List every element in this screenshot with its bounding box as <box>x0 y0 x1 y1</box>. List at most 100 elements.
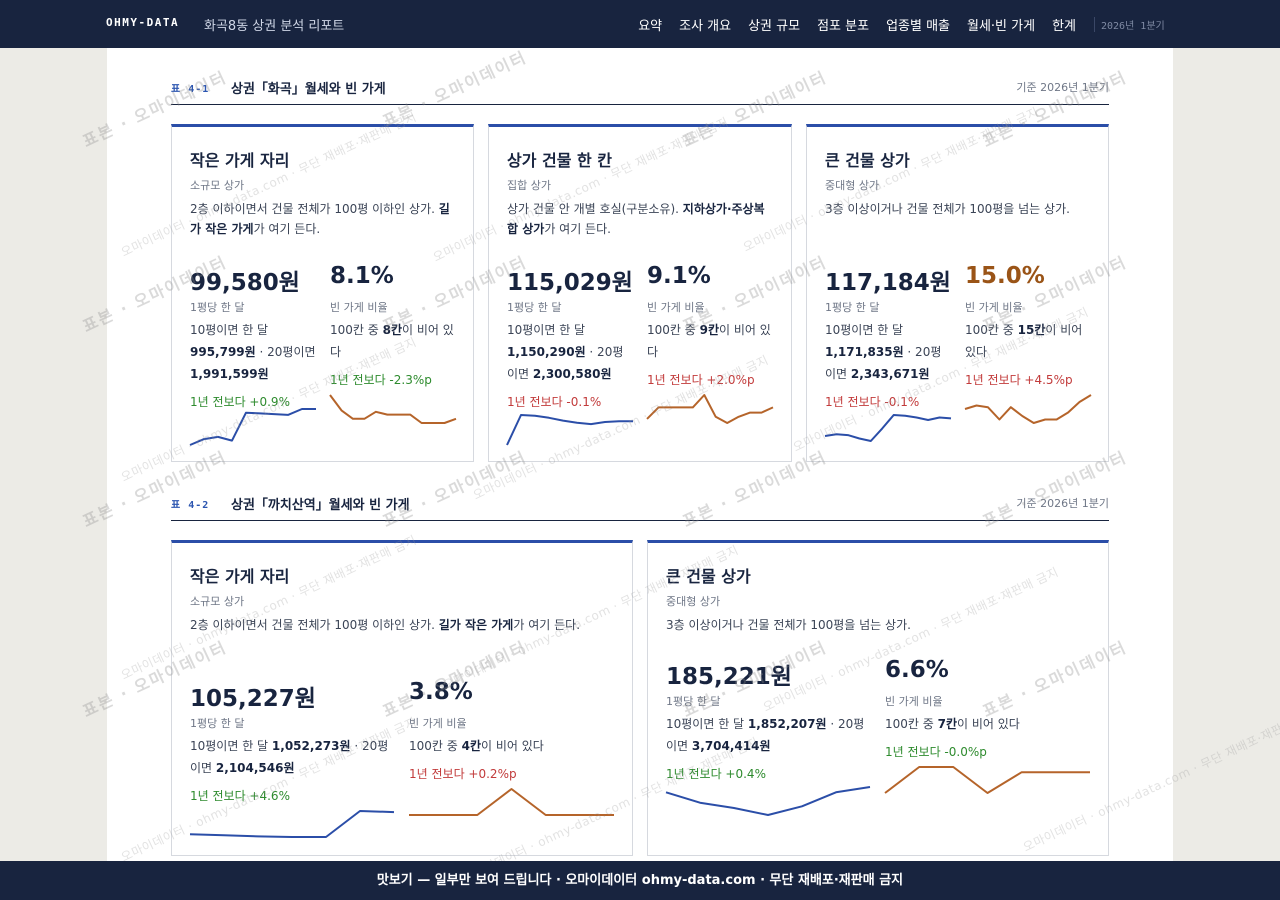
rent-change: 1년 전보다 +0.9% <box>190 395 290 409</box>
vacancy-rate: 15.0% <box>965 263 1045 289</box>
table-header: 표 4-2 상권「까치산역」월세와 빈 가게 기준 2026년 1분기 <box>171 494 1109 521</box>
report-title: 화곡8동 상권 분석 리포트 <box>204 19 345 34</box>
sparkline-path <box>665 786 871 816</box>
rent-detail: 10평이면 한 달 1,052,273원 · 20평이면 2,104,546원 <box>190 739 389 775</box>
vacancy-detail: 100칸 중 9칸이 비어 있다 <box>647 323 771 359</box>
vacancy-label: 빈 가게 비율 <box>330 301 388 314</box>
rent-detail: 10평이면 한 달 1,852,207원 · 20평이면 3,704,414원 <box>666 717 865 753</box>
period-label: 2026년 1분기 <box>1094 17 1181 32</box>
vacancy-rate: 6.6% <box>885 657 949 683</box>
nav-store-distribution[interactable]: 점포 분포 <box>817 19 870 34</box>
sparkline-path <box>964 394 1092 424</box>
rent-label: 1평당 한 달 <box>666 695 721 708</box>
table-basis-date: 기준 2026년 1분기 <box>1016 497 1109 510</box>
vacancy-label: 빈 가게 비율 <box>409 717 467 730</box>
brand-logo[interactable]: OHMY-DATA <box>106 16 180 29</box>
rent-per-pyeong: 117,184원 <box>825 270 951 296</box>
nav-overview[interactable]: 조사 개요 <box>679 19 732 34</box>
rent-per-pyeong: 185,221원 <box>666 664 792 690</box>
table-title: 상권「까치산역」월세와 빈 가게 <box>231 498 410 513</box>
rent-vacancy-card: 작은 가게 자리 소규모 상가 2층 이하이면서 건물 전체가 100평 이하인… <box>171 540 633 856</box>
rent-vacancy-card: 작은 가게 자리 소규모 상가 2층 이하이면서 건물 전체가 100평 이하인… <box>171 124 474 462</box>
rent-vacancy-card: 큰 건물 상가 중대형 상가 3층 이상이거나 건물 전체가 100평을 넘는 … <box>806 124 1109 462</box>
vacancy-change: 1년 전보다 -2.3%p <box>330 373 432 387</box>
card-description: 상가 건물 안 개별 호실(구분소유). 지하상가·주상복합 상가가 여기 든다… <box>507 202 765 236</box>
sparkline-path <box>189 408 316 446</box>
nav-summary[interactable]: 요약 <box>638 19 663 34</box>
card-title: 작은 가게 자리 <box>190 151 290 170</box>
card-title: 작은 가게 자리 <box>190 567 290 586</box>
top-navigation-bar: OHMY-DATA 화곡8동 상권 분석 리포트 요약 조사 개요 상권 규모 … <box>0 0 1280 48</box>
card-title: 큰 건물 상가 <box>666 567 751 586</box>
report-page: 표 4-1 상권「화곡」월세와 빈 가게 기준 2026년 1분기 작은 가게 … <box>107 48 1173 861</box>
section-nav: 요약 조사 개요 상권 규모 점포 분포 업종별 매출 월세·빈 가게 한계 <box>638 15 1076 34</box>
vacancy-label: 빈 가게 비율 <box>965 301 1023 314</box>
sparkline-path <box>189 810 395 838</box>
rent-per-pyeong: 115,029원 <box>507 270 633 296</box>
vacancy-change: 1년 전보다 -0.0%p <box>885 745 987 759</box>
card-description: 3층 이상이거나 건물 전체가 100평을 넘는 상가. <box>666 618 911 632</box>
vacancy-rate: 8.1% <box>330 263 394 289</box>
sparkline-path <box>506 414 633 446</box>
rent-vacancy-card: 상가 건물 한 칸 집합 상가 상가 건물 안 개별 호실(구분소유). 지하상… <box>488 124 792 462</box>
table-basis-date: 기준 2026년 1분기 <box>1016 81 1109 94</box>
card-subtitle: 중대형 상가 <box>666 595 721 608</box>
rent-sparkline <box>189 408 316 446</box>
sparkline-path <box>329 394 457 424</box>
rent-per-pyeong: 105,227원 <box>190 686 316 712</box>
nav-market-size[interactable]: 상권 규모 <box>748 19 801 34</box>
rent-sparkline <box>665 786 871 816</box>
rent-detail: 10평이면 한 달 1,150,290원 · 20평이면 2,300,580원 <box>507 323 624 381</box>
rent-change: 1년 전보다 +4.6% <box>190 789 290 803</box>
card-subtitle: 소규모 상가 <box>190 595 245 608</box>
vacancy-rate: 3.8% <box>409 679 473 705</box>
rent-change: 1년 전보다 +0.4% <box>666 767 766 781</box>
rent-label: 1평당 한 달 <box>825 301 880 314</box>
footer-notice: 맛보기 — 일부만 보여 드립니다 · 오마이데이터 ohmy-data.com… <box>0 861 1280 900</box>
rent-sparkline <box>189 810 395 838</box>
sparkline-path <box>409 788 614 816</box>
card-description: 2층 이하이면서 건물 전체가 100평 이하인 상가. 길가 작은 가게가 여… <box>190 618 581 632</box>
card-title: 상가 건물 한 칸 <box>507 151 613 170</box>
card-description: 3층 이상이거나 건물 전체가 100평을 넘는 상가. <box>825 202 1070 216</box>
sparkline-path <box>884 766 1090 794</box>
table-number: 표 4-2 <box>171 500 210 511</box>
rent-detail: 10평이면 한 달 995,799원 · 20평이면 1,991,599원 <box>190 323 316 381</box>
rent-label: 1평당 한 달 <box>190 301 245 314</box>
table-header: 표 4-1 상권「화곡」월세와 빈 가게 기준 2026년 1분기 <box>171 78 1109 105</box>
vacancy-sparkline <box>646 394 774 424</box>
vacancy-label: 빈 가게 비율 <box>885 695 943 708</box>
table-number: 표 4-1 <box>171 84 210 95</box>
rent-sparkline <box>824 414 952 442</box>
rent-change: 1년 전보다 -0.1% <box>507 395 602 409</box>
nav-rent-vacancy[interactable]: 월세·빈 가게 <box>967 19 1036 34</box>
card-subtitle: 집합 상가 <box>507 179 551 192</box>
rent-change: 1년 전보다 -0.1% <box>825 395 920 409</box>
vacancy-detail: 100칸 중 8칸이 비어 있다 <box>330 323 454 359</box>
sparkline-path <box>646 394 774 424</box>
sparkline-path <box>824 414 952 442</box>
vacancy-detail: 100칸 중 7칸이 비어 있다 <box>885 717 1020 731</box>
vacancy-change: 1년 전보다 +0.2%p <box>409 767 517 781</box>
rent-detail: 10평이면 한 달 1,171,835원 · 20평이면 2,343,671원 <box>825 323 942 381</box>
card-description: 2층 이하이면서 건물 전체가 100평 이하인 상가. 길가 작은 가게가 여… <box>190 202 450 236</box>
rent-label: 1평당 한 달 <box>507 301 562 314</box>
nav-limitations[interactable]: 한계 <box>1052 19 1076 34</box>
card-title: 큰 건물 상가 <box>825 151 910 170</box>
table-title: 상권「화곡」월세와 빈 가게 <box>231 82 386 97</box>
vacancy-sparkline <box>964 394 1092 424</box>
rent-per-pyeong: 99,580원 <box>190 270 300 296</box>
rent-label: 1평당 한 달 <box>190 717 245 730</box>
rent-vacancy-card: 큰 건물 상가 중대형 상가 3층 이상이거나 건물 전체가 100평을 넘는 … <box>647 540 1109 856</box>
card-subtitle: 중대형 상가 <box>825 179 880 192</box>
vacancy-detail: 100칸 중 4칸이 비어 있다 <box>409 739 544 753</box>
vacancy-sparkline <box>409 788 614 816</box>
nav-sales-by-industry[interactable]: 업종별 매출 <box>886 19 950 34</box>
vacancy-change: 1년 전보다 +2.0%p <box>647 373 755 387</box>
vacancy-detail: 100칸 중 15칸이 비어 있다 <box>965 323 1083 359</box>
vacancy-sparkline <box>884 766 1090 794</box>
vacancy-change: 1년 전보다 +4.5%p <box>965 373 1073 387</box>
vacancy-sparkline <box>329 394 457 424</box>
vacancy-label: 빈 가게 비율 <box>647 301 705 314</box>
rent-sparkline <box>506 414 633 446</box>
